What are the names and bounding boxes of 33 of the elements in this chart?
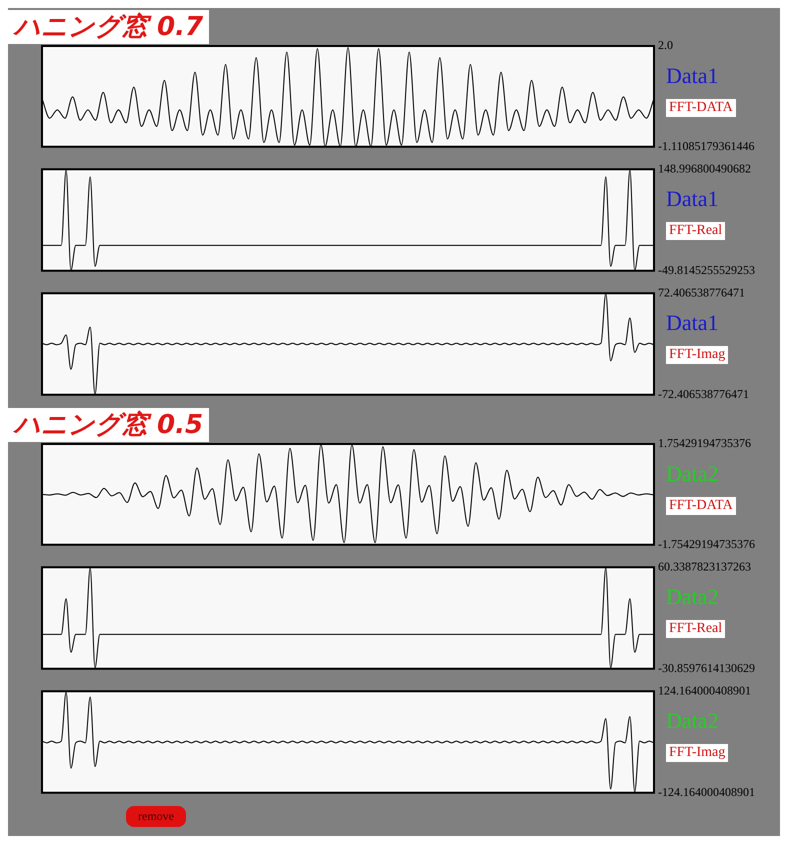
text: Data1 bbox=[666, 186, 719, 212]
y-tick-label: 1.75429194735376 bbox=[658, 436, 751, 450]
y-tick-label: 124.164000408901 bbox=[658, 683, 751, 698]
y-tick-label: -72.406538776471 bbox=[658, 386, 749, 401]
y-tick-label: 148.996800490682 bbox=[658, 161, 751, 176]
text: Data1 bbox=[666, 63, 719, 89]
y-tick-label: -1.11085179361446 bbox=[658, 138, 755, 153]
text: remove bbox=[126, 806, 186, 827]
line-series bbox=[42, 169, 654, 271]
text: FFT-DATA bbox=[666, 497, 736, 515]
text: Data2 bbox=[666, 584, 719, 610]
y-tick-label: -49.8145255529253 bbox=[658, 262, 755, 277]
line-series bbox=[42, 293, 654, 395]
text: FFT-Imag bbox=[666, 744, 728, 762]
chart-title: ハニング窓 0.5 bbox=[8, 408, 210, 442]
line-series bbox=[42, 444, 654, 544]
chart-title: ハニング窓 0.7 bbox=[8, 10, 210, 44]
text: Data2 bbox=[666, 708, 719, 734]
line-series bbox=[42, 692, 654, 792]
text: Data2 bbox=[666, 461, 719, 487]
y-tick-label: 2.0 bbox=[658, 38, 673, 52]
y-tick-label: 60.3387823137263 bbox=[658, 559, 751, 574]
y-tick-label: -124.164000408901 bbox=[658, 784, 755, 799]
text: FFT-Imag bbox=[666, 346, 728, 364]
y-tick-label: -30.8597614130629 bbox=[658, 660, 755, 675]
line-series bbox=[42, 567, 654, 668]
line-series bbox=[42, 47, 654, 147]
y-tick-label: -1.75429194735376 bbox=[658, 536, 755, 551]
text: FFT-DATA bbox=[666, 99, 736, 117]
text: FFT-Real bbox=[666, 222, 726, 240]
text: Data1 bbox=[666, 310, 719, 336]
y-tick-label: 72.406538776471 bbox=[658, 285, 745, 300]
text: FFT-Real bbox=[666, 620, 726, 638]
